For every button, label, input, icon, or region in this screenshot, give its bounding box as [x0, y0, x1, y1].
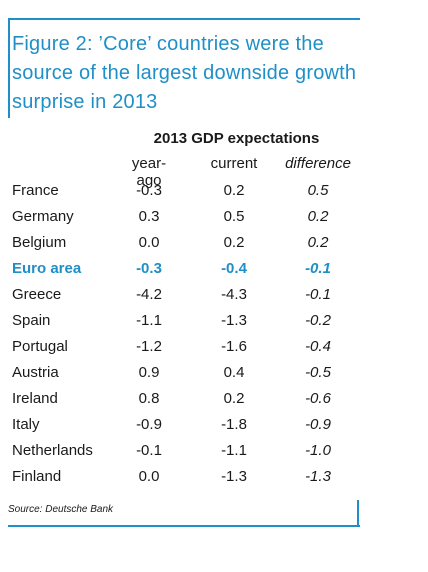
country-label: Euro area	[12, 260, 82, 277]
current-value: 0.5	[223, 208, 245, 225]
table-row: Belgium 0.0 0.2 0.2	[0, 234, 428, 260]
year-ago-value: 0.8	[138, 390, 160, 407]
current-value: -4.3	[221, 286, 247, 303]
country-label: Austria	[12, 364, 59, 381]
difference-value: 0.2	[307, 234, 329, 251]
table-row: Austria 0.9 0.4 -0.5	[0, 364, 428, 390]
country-label: Portugal	[12, 338, 68, 355]
year-ago-value: 0.3	[138, 208, 160, 225]
difference-value: 0.2	[307, 208, 329, 225]
difference-value: -0.6	[305, 390, 331, 407]
year-ago-value: -4.2	[136, 286, 162, 303]
source-note: Source: Deutsche Bank	[8, 504, 114, 515]
table-row: Greece -4.2 -4.3 -0.1	[0, 286, 428, 312]
country-label: Greece	[12, 286, 62, 303]
current-value: 0.4	[223, 364, 245, 381]
current-value: -1.6	[221, 338, 247, 355]
table-title: 2013 GDP expectations	[153, 130, 320, 147]
year-ago-value: 0.9	[138, 364, 160, 381]
table-row: Finland 0.0 -1.3 -1.3	[0, 468, 428, 494]
table-row: France -0.3 0.2 0.5	[0, 182, 428, 208]
current-value: 0.2	[223, 390, 245, 407]
difference-value: 0.5	[307, 182, 329, 199]
difference-value: -1.3	[305, 468, 331, 485]
year-ago-value: -0.3	[136, 260, 162, 277]
current-value: -1.8	[221, 416, 247, 433]
table-row: Germany 0.3 0.5 0.2	[0, 208, 428, 234]
year-ago-value: -1.1	[136, 312, 162, 329]
country-label: Germany	[12, 208, 74, 225]
country-label: Netherlands	[12, 442, 93, 459]
table-row: Spain -1.1 -1.3 -0.2	[0, 312, 428, 338]
column-header-difference: difference	[285, 155, 351, 172]
difference-value: -0.5	[305, 364, 331, 381]
year-ago-value: 0.0	[138, 234, 160, 251]
table-row: Portugal -1.2 -1.6 -0.4	[0, 338, 428, 364]
difference-value: -0.1	[305, 260, 331, 277]
table-row: Euro area -0.3 -0.4 -0.1	[0, 260, 428, 286]
country-label: Belgium	[12, 234, 67, 251]
year-ago-value: -0.3	[136, 182, 162, 199]
year-ago-value: 0.0	[138, 468, 160, 485]
difference-value: -0.2	[305, 312, 331, 329]
current-value: -0.4	[221, 260, 247, 277]
difference-value: -1.0	[305, 442, 331, 459]
difference-value: -0.4	[305, 338, 331, 355]
country-label: Italy	[12, 416, 40, 433]
table-row: Netherlands -0.1 -1.1 -1.0	[0, 442, 428, 468]
country-label: France	[12, 182, 59, 199]
difference-value: -0.9	[305, 416, 331, 433]
figure-title: Figure 2: ’Core’ countries were the sour…	[12, 33, 357, 113]
year-ago-value: -1.2	[136, 338, 162, 355]
current-value: -1.3	[221, 312, 247, 329]
frame-bottom-border	[8, 525, 360, 527]
frame-right-border	[357, 500, 359, 526]
year-ago-value: -0.9	[136, 416, 162, 433]
column-header-year-ago: year-ago	[131, 155, 167, 189]
country-label: Spain	[12, 312, 51, 329]
current-value: 0.2	[223, 234, 245, 251]
table-row: Ireland 0.8 0.2 -0.6	[0, 390, 428, 416]
table-row: Italy -0.9 -1.8 -0.9	[0, 416, 428, 442]
country-label: Ireland	[12, 390, 58, 407]
current-value: -1.3	[221, 468, 247, 485]
country-label: Finland	[12, 468, 62, 485]
difference-value: -0.1	[305, 286, 331, 303]
column-header-current: current	[210, 155, 258, 172]
current-value: -1.1	[221, 442, 247, 459]
year-ago-value: -0.1	[136, 442, 162, 459]
current-value: 0.2	[223, 182, 245, 199]
frame-left-border	[8, 18, 10, 118]
frame-top-border	[8, 18, 360, 20]
